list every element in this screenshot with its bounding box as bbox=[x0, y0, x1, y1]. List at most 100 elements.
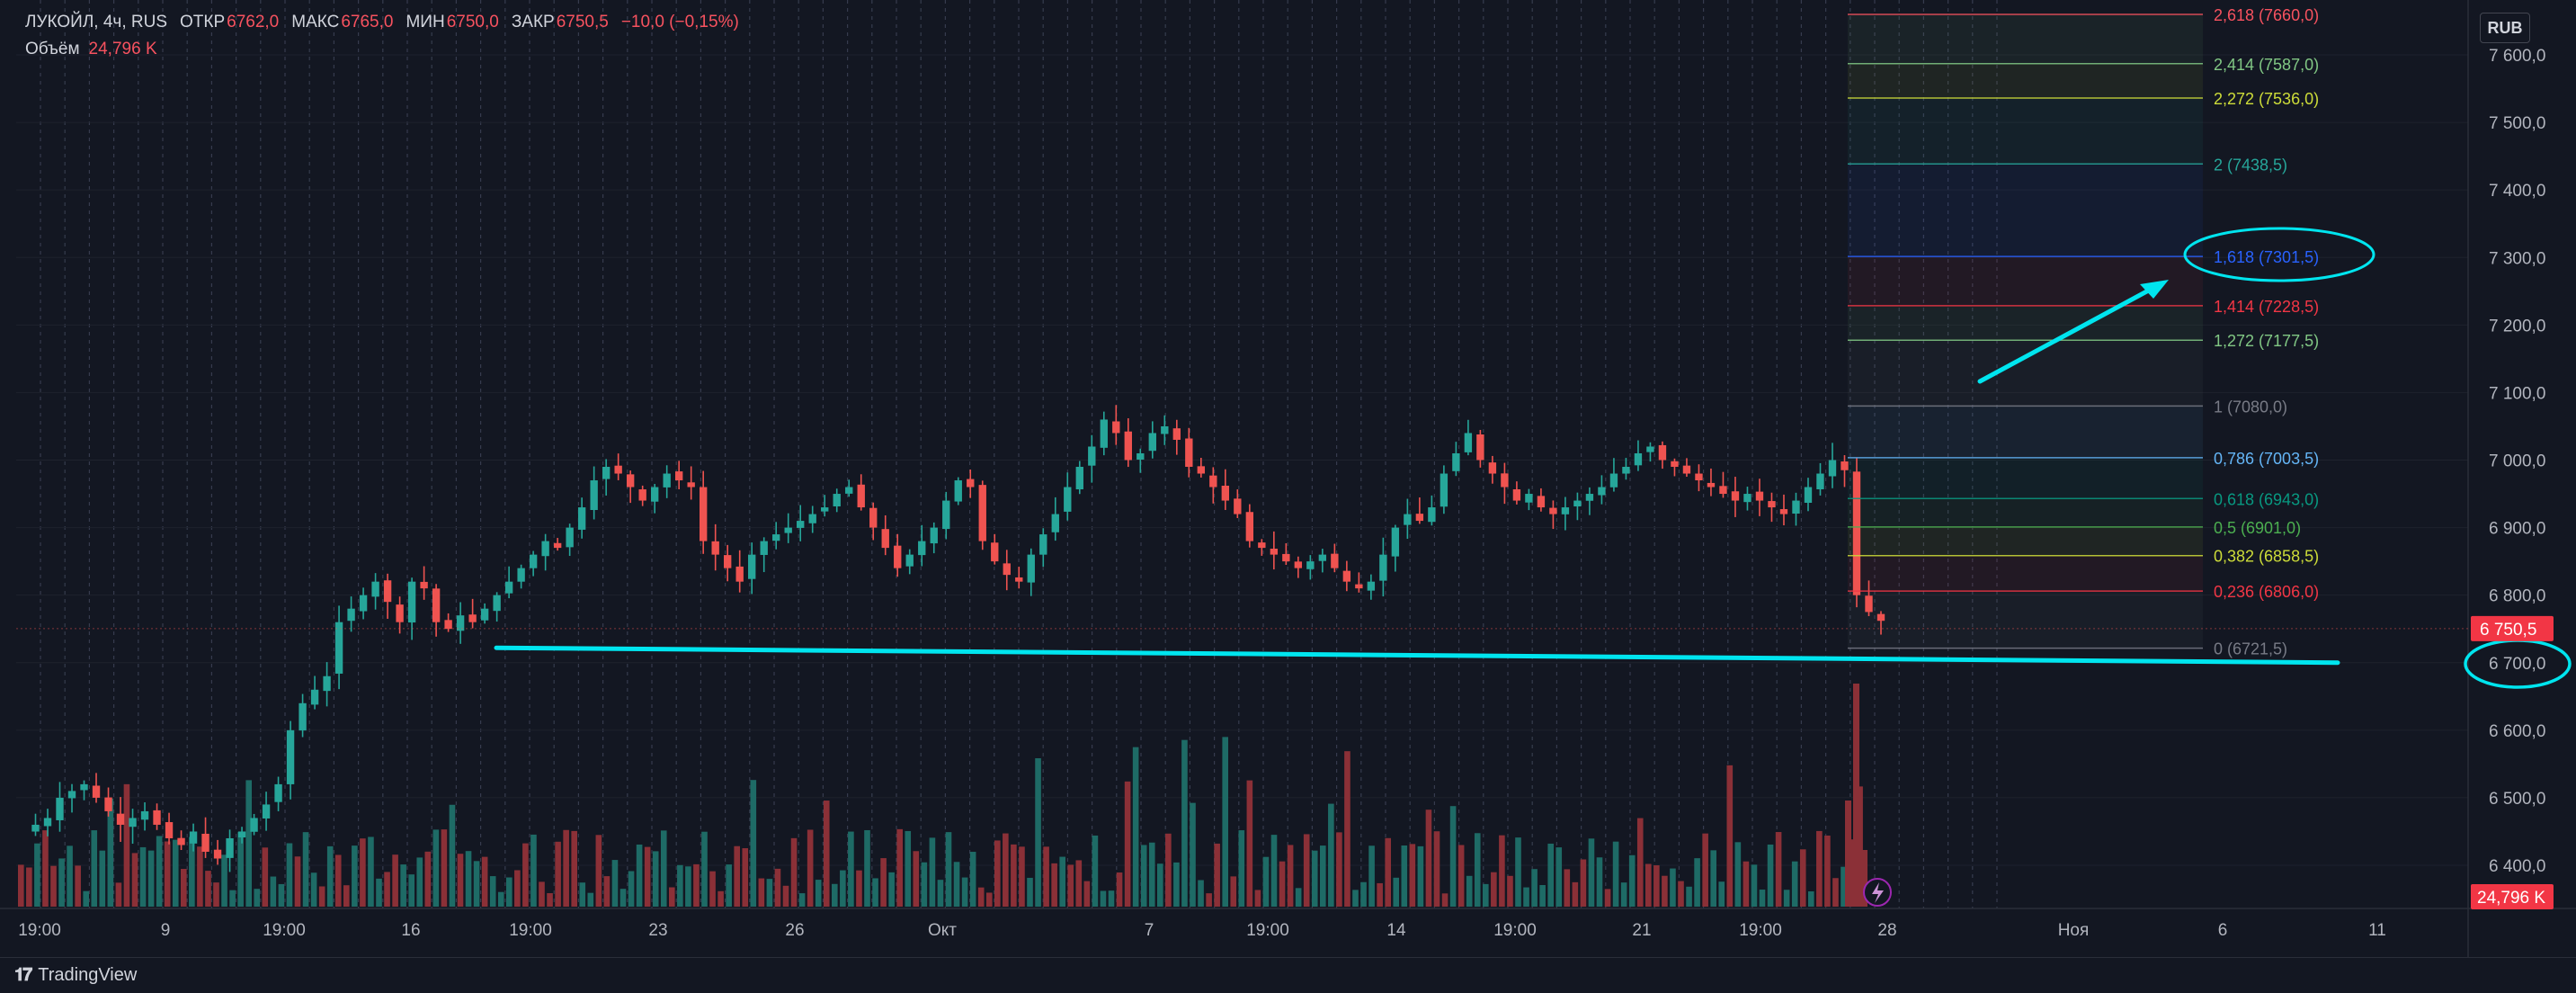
volume-bar bbox=[1019, 846, 1025, 907]
volume-bar bbox=[579, 882, 586, 907]
volume-bar bbox=[726, 864, 732, 907]
candle-body bbox=[1512, 488, 1521, 501]
candle-body bbox=[638, 489, 646, 501]
volume-bar bbox=[1214, 843, 1220, 907]
fib-level-label: 0,382 (6858,5) bbox=[2214, 548, 2319, 566]
volume-bar bbox=[1425, 810, 1432, 907]
candle-body bbox=[1136, 452, 1145, 460]
volume-bar bbox=[905, 830, 912, 907]
candle-body bbox=[1622, 467, 1630, 474]
volume-bar bbox=[848, 831, 854, 907]
fibonacci-levels: 2,618 (7660,0) 2,414 (7587,0) 2,272 (7536,… bbox=[1848, 6, 2319, 658]
volume-bar bbox=[42, 830, 49, 907]
time-tick-label: Ноя bbox=[2058, 921, 2090, 940]
candle-body bbox=[1671, 461, 1679, 468]
high-label: МАКС bbox=[291, 13, 340, 31]
volume-bar bbox=[1279, 861, 1286, 907]
volume-bar bbox=[815, 880, 822, 907]
volume-bar bbox=[1799, 849, 1806, 907]
volume-bar bbox=[1572, 881, 1579, 907]
volume-bar bbox=[205, 871, 211, 907]
volume-bar bbox=[693, 863, 700, 907]
volume-bar bbox=[1596, 857, 1603, 907]
volume-bar bbox=[441, 829, 448, 907]
candle-body bbox=[1452, 452, 1460, 471]
volume-bar bbox=[921, 862, 928, 907]
volume-bar bbox=[1645, 863, 1652, 907]
candle-body bbox=[1768, 501, 1776, 508]
volume-bar bbox=[1368, 845, 1375, 907]
volume-label[interactable]: Объём bbox=[25, 40, 80, 58]
volume-bar bbox=[619, 889, 627, 907]
time-tick-label: 23 bbox=[648, 921, 667, 940]
volume-bar bbox=[58, 858, 65, 907]
candle-body bbox=[1852, 471, 1861, 595]
candle-body bbox=[1342, 570, 1351, 582]
volume-bar bbox=[1270, 835, 1278, 907]
volume-bar bbox=[766, 879, 773, 907]
volume-bar bbox=[701, 831, 708, 907]
candle-body bbox=[262, 804, 271, 819]
price-tick-label: 7 100,0 bbox=[2489, 384, 2545, 403]
volume-bar bbox=[245, 780, 252, 907]
time-tick-label: 19:00 bbox=[263, 921, 306, 940]
time-tick-label: 16 bbox=[401, 921, 420, 940]
volume-bar bbox=[115, 882, 122, 907]
candle-body bbox=[80, 783, 88, 791]
fib-zone bbox=[1848, 63, 2203, 99]
volume-bar bbox=[1845, 801, 1851, 907]
volume-bar bbox=[677, 864, 683, 907]
volume-bar bbox=[1108, 890, 1115, 907]
price-axis[interactable]: 6 400,0 6 500,0 6 600,0 6 700,0 6 800,0 6 900… bbox=[2471, 47, 2554, 909]
volume-bar bbox=[603, 876, 611, 907]
currency-button[interactable]: RUB bbox=[2480, 13, 2530, 43]
volume-bar bbox=[1636, 818, 1644, 907]
candle-body bbox=[602, 467, 611, 479]
candle-body bbox=[1549, 507, 1557, 514]
time-axis[interactable]: 19:00 9 19:00 16 19:00 23 26 Окт 7 19:00 14 19:00 21… bbox=[18, 921, 2386, 940]
time-tick-label: 19:00 bbox=[1493, 921, 1537, 940]
candle-body bbox=[1464, 433, 1473, 452]
volume-bar bbox=[1320, 845, 1326, 907]
close-label: ЗАКР bbox=[511, 13, 555, 31]
candle-body bbox=[1027, 554, 1035, 583]
volume-bar bbox=[189, 836, 195, 907]
volume-bar bbox=[1092, 835, 1099, 907]
volume-bar bbox=[758, 878, 765, 907]
candle-body bbox=[784, 527, 792, 533]
volume-bar bbox=[1311, 850, 1318, 907]
volume-bar bbox=[636, 844, 643, 907]
fib-zone bbox=[1848, 98, 2203, 165]
volume-bar bbox=[99, 850, 106, 907]
fib-zone bbox=[1848, 164, 2203, 257]
volume-bar bbox=[1027, 877, 1033, 907]
candle-body bbox=[480, 608, 489, 621]
brand-name[interactable]: TradingView bbox=[38, 965, 138, 985]
volume-bar bbox=[489, 876, 496, 907]
volume-bar bbox=[571, 830, 577, 907]
volume-bar bbox=[1759, 890, 1766, 907]
price-tick-label: 6 600,0 bbox=[2489, 722, 2545, 741]
volume-bar bbox=[1474, 833, 1481, 907]
candle-body bbox=[1755, 491, 1764, 501]
volume-bar bbox=[164, 841, 171, 907]
volume-bar bbox=[709, 871, 716, 907]
low-label: МИН bbox=[406, 13, 445, 31]
candle-body bbox=[456, 615, 465, 631]
time-tick-label: 14 bbox=[1386, 921, 1406, 940]
price-tick-label: 7 300,0 bbox=[2489, 249, 2545, 268]
volume-bar bbox=[286, 843, 293, 907]
volume-bar bbox=[718, 890, 724, 907]
volume-bar bbox=[481, 856, 488, 907]
fib-zone bbox=[1848, 406, 2203, 458]
candle-body bbox=[1719, 486, 1727, 495]
volume-bar bbox=[530, 834, 537, 907]
symbol-title[interactable]: ЛУКОЙЛ, 4ч, RUS bbox=[25, 13, 167, 31]
volume-bar bbox=[262, 847, 269, 907]
volume-bar bbox=[872, 878, 878, 907]
candle-body bbox=[833, 494, 841, 506]
lightning-icon bbox=[1872, 882, 1884, 903]
volume-bar bbox=[156, 836, 163, 907]
tradingview-logo-icon[interactable]: 𝟏𝟕 bbox=[14, 965, 32, 985]
